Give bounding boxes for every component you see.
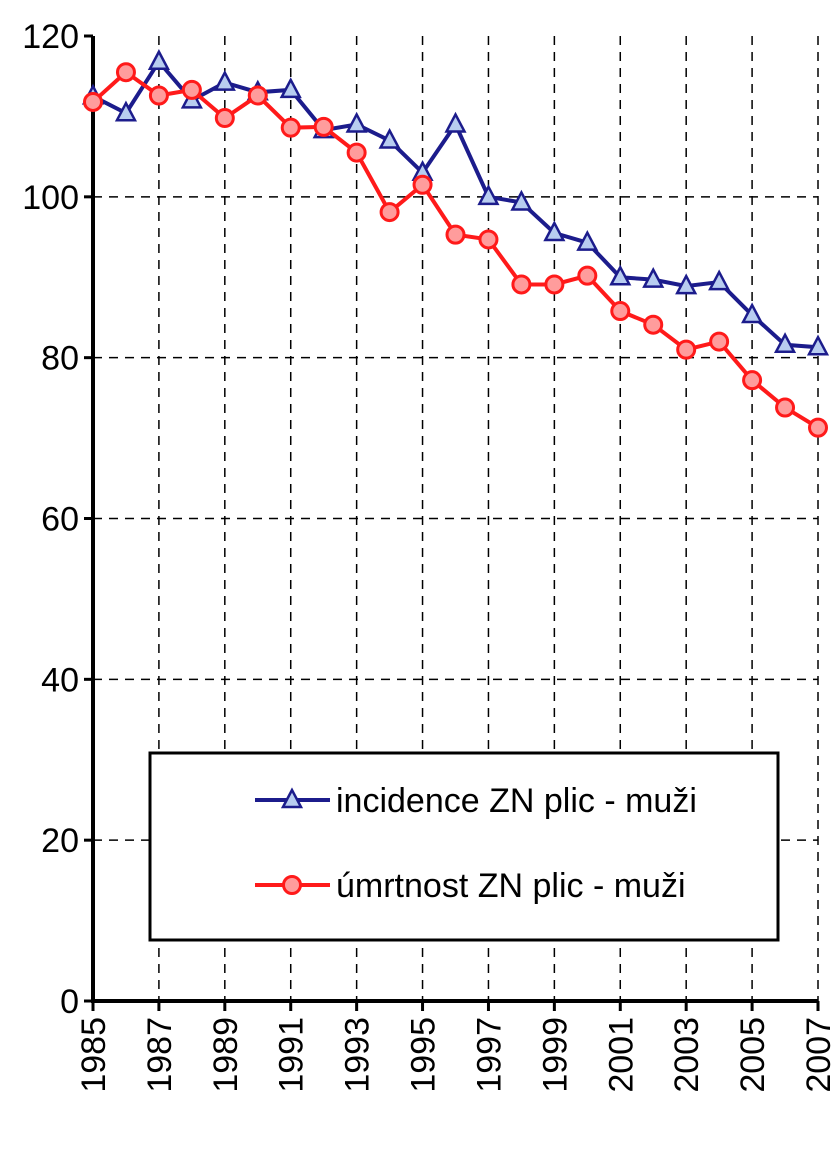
marker: [576, 229, 599, 251]
marker: [379, 202, 400, 223]
marker: [213, 69, 236, 91]
marker: [806, 334, 830, 356]
marker: [709, 331, 730, 352]
marker: [83, 91, 103, 112]
x-tick-label: 1989: [207, 1017, 245, 1093]
marker: [676, 339, 697, 360]
legend-box: [148, 751, 780, 942]
legend-label: incidence ZN plic - muži: [336, 782, 697, 820]
marker: [543, 220, 566, 242]
marker: [642, 266, 665, 288]
marker: [247, 85, 268, 106]
marker: [280, 117, 301, 138]
marker: [115, 62, 136, 83]
marker: [708, 269, 731, 291]
marker: [610, 301, 631, 322]
x-tick-label: 2003: [668, 1017, 706, 1093]
marker: [741, 302, 764, 324]
y-tick-label: 120: [22, 18, 79, 56]
marker: [114, 100, 138, 122]
x-tick-label: 1987: [141, 1017, 179, 1093]
x-tick-label: 1995: [405, 1017, 443, 1093]
x-tick-label: 1991: [273, 1017, 311, 1093]
marker: [279, 77, 302, 99]
y-tick-label: 80: [41, 340, 79, 378]
marker: [445, 224, 466, 245]
marker: [477, 184, 500, 206]
marker: [577, 265, 598, 286]
marker: [643, 314, 664, 335]
y-tick-label: 100: [22, 179, 79, 217]
marker: [280, 787, 304, 809]
marker: [544, 274, 565, 295]
marker: [345, 111, 368, 133]
marker: [181, 79, 202, 100]
marker: [214, 108, 235, 129]
marker: [346, 142, 367, 163]
x-tick-label: 1993: [339, 1017, 377, 1093]
marker: [808, 417, 828, 438]
marker: [313, 116, 334, 137]
marker: [511, 274, 532, 295]
y-tick-label: 40: [41, 661, 79, 699]
x-tick-label: 2005: [734, 1017, 772, 1093]
x-tick-label: 1985: [75, 1017, 113, 1093]
y-tick-label: 0: [60, 983, 79, 1021]
legend-label: úmrtnost ZN plic - muži: [336, 867, 686, 905]
x-tick-label: 2001: [602, 1017, 640, 1093]
x-tick-label: 1999: [536, 1017, 574, 1093]
y-tick-label: 20: [41, 822, 79, 860]
marker: [773, 332, 797, 354]
marker: [282, 875, 302, 895]
x-tick-label: 1997: [470, 1017, 508, 1093]
marker: [775, 397, 796, 418]
marker: [510, 189, 533, 211]
marker: [148, 85, 169, 106]
x-tick-label: 2007: [800, 1017, 836, 1093]
marker: [147, 49, 170, 70]
marker: [609, 264, 632, 286]
marker: [412, 174, 433, 195]
marker: [444, 111, 467, 133]
marker: [675, 273, 698, 295]
marker: [742, 370, 763, 391]
y-tick-label: 60: [41, 501, 79, 539]
marker: [378, 127, 401, 149]
series-line: [92, 58, 819, 350]
legend: incidence ZN plic - muži úmrtnost ZN plic…: [148, 751, 780, 942]
marker: [478, 229, 499, 250]
